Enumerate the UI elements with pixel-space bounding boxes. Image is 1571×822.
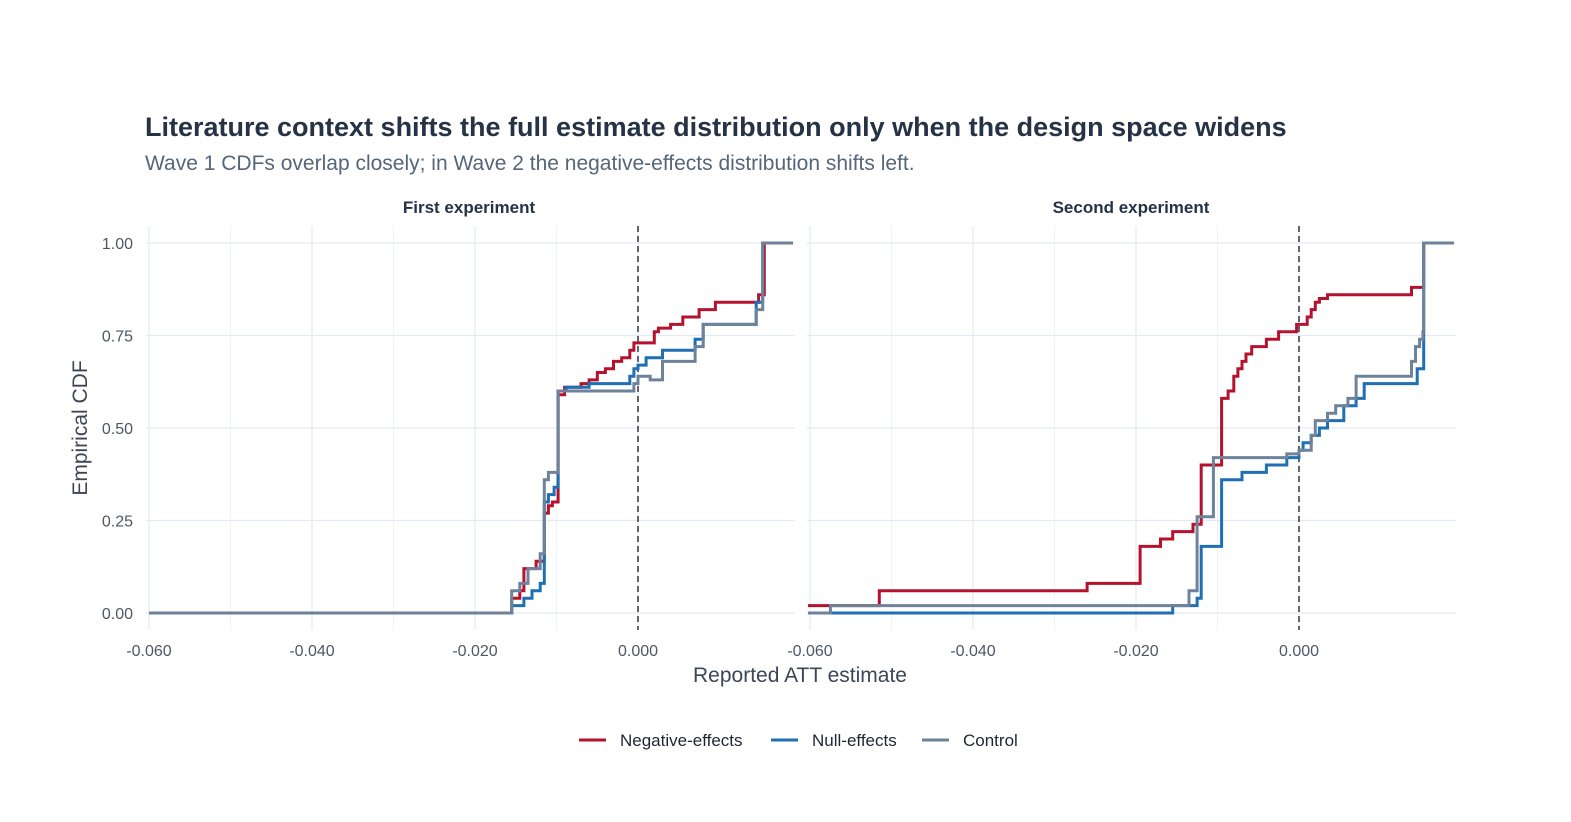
y-tick-label: 0.25	[102, 514, 133, 531]
y-tick-label: 0.75	[102, 329, 133, 346]
x-tick-label: -0.020	[1113, 643, 1158, 660]
grid	[146, 226, 795, 630]
y-tick-label: 1.00	[102, 236, 133, 253]
grid	[807, 226, 1456, 630]
x-tick-label: -0.060	[126, 643, 171, 660]
series-line-null-effects	[149, 241, 793, 615]
legend: Negative-effects Null-effects Control	[579, 731, 1018, 750]
series-line-negative-effects	[808, 241, 1454, 608]
legend-item-control: Control	[922, 731, 1018, 750]
panel-first-experiment: First experiment -0.060 -0.040 -0.020 0.000	[126, 198, 795, 660]
x-tick-label: -0.040	[950, 643, 995, 660]
x-tick-label: -0.060	[787, 643, 832, 660]
y-axis-ticks: 0.00 0.25 0.50 0.75 1.00	[102, 236, 133, 623]
x-tick-label: 0.000	[618, 643, 658, 660]
panel-title: Second experiment	[1053, 198, 1210, 217]
y-tick-label: 0.00	[102, 606, 133, 623]
legend-item-null-effects: Null-effects	[771, 731, 897, 750]
x-tick-label: -0.040	[289, 643, 334, 660]
chart-subtitle: Wave 1 CDFs overlap closely; in Wave 2 t…	[145, 152, 915, 175]
x-axis-title: Reported ATT estimate	[693, 664, 907, 687]
legend-label-null-effects: Null-effects	[812, 731, 897, 750]
series-line-control	[808, 241, 1454, 615]
series-line-control	[149, 241, 793, 615]
y-tick-label: 0.50	[102, 421, 133, 438]
x-tick-label: 0.000	[1279, 643, 1319, 660]
chart-title: Literature context shifts the full estim…	[145, 112, 1287, 142]
y-axis-title: Empirical CDF	[69, 360, 92, 495]
panel-second-experiment: Second experiment -0.060 -0.040 -0.020 0.00…	[787, 198, 1456, 660]
legend-label-negative-effects: Negative-effects	[620, 731, 743, 750]
series-line-null-effects	[808, 241, 1454, 615]
legend-item-negative-effects: Negative-effects	[579, 731, 743, 750]
x-tick-label: -0.020	[452, 643, 497, 660]
legend-label-control: Control	[963, 731, 1018, 750]
panel-title: First experiment	[403, 198, 536, 217]
